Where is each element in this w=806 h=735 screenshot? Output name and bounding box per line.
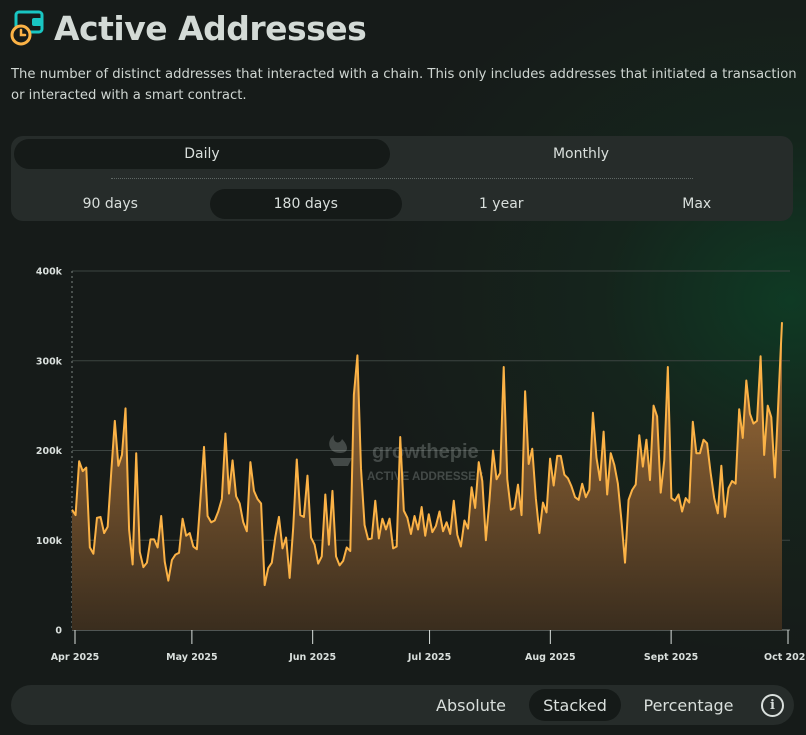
y-tick-label: 0 [55, 626, 62, 637]
page-title: Active Addresses [54, 8, 367, 48]
range-max-button[interactable]: Max [682, 196, 712, 212]
x-tick-label: Jul 2025 [407, 652, 451, 663]
area-fill [72, 322, 782, 630]
absolute-button[interactable]: Absolute [436, 695, 506, 715]
x-tick-label: Apr 2025 [51, 652, 100, 663]
granularity-monthly-button[interactable]: Monthly [552, 146, 610, 162]
watermark-brand: growthepie [372, 441, 479, 463]
x-tick-label: Aug 2025 [525, 652, 576, 663]
range-1-year-button[interactable]: 1 year [478, 196, 524, 212]
y-tick-label: 200k [36, 446, 63, 457]
x-tick-label: Jun 2025 [288, 652, 336, 663]
timeframe-panel: Daily Monthly 90 days 180 days 1 year Ma… [11, 136, 793, 221]
stacked-button[interactable]: Stacked [529, 689, 621, 721]
watermark-subtitle: ACTIVE ADDRESSES [367, 471, 484, 483]
active-addresses-chart[interactable]: growthepie ACTIVE ADDRESSES 0 100k 200k 300… [0, 258, 806, 668]
divider [111, 178, 693, 179]
range-180-days-button[interactable]: 180 days [209, 189, 402, 219]
x-tick-label: May 2025 [166, 652, 218, 663]
percentage-button[interactable]: Percentage [643, 695, 734, 715]
info-icon[interactable]: i [761, 694, 784, 717]
view-options-bar: Absolute Stacked Percentage i [11, 685, 794, 725]
series-line [71, 322, 783, 587]
granularity-daily-button[interactable]: Daily [14, 139, 390, 169]
y-tick-label: 100k [36, 536, 63, 547]
y-tick-label: 400k [36, 267, 63, 278]
x-tick-label: Sept 2025 [644, 652, 698, 663]
x-tick-label: Oct 2025 [764, 652, 806, 663]
range-selector: 90 days 180 days 1 year Max [11, 189, 793, 219]
growthepie-logo-icon [329, 435, 352, 466]
range-90-days-button[interactable]: 90 days [82, 196, 138, 212]
granularity-toggle: Daily Monthly [11, 139, 793, 169]
y-tick-label: 300k [36, 356, 63, 367]
chart-description: The number of distinct addresses that in… [11, 67, 797, 103]
wallet-clock-icon [10, 10, 44, 46]
chart-header: Active Addresses [10, 8, 367, 48]
